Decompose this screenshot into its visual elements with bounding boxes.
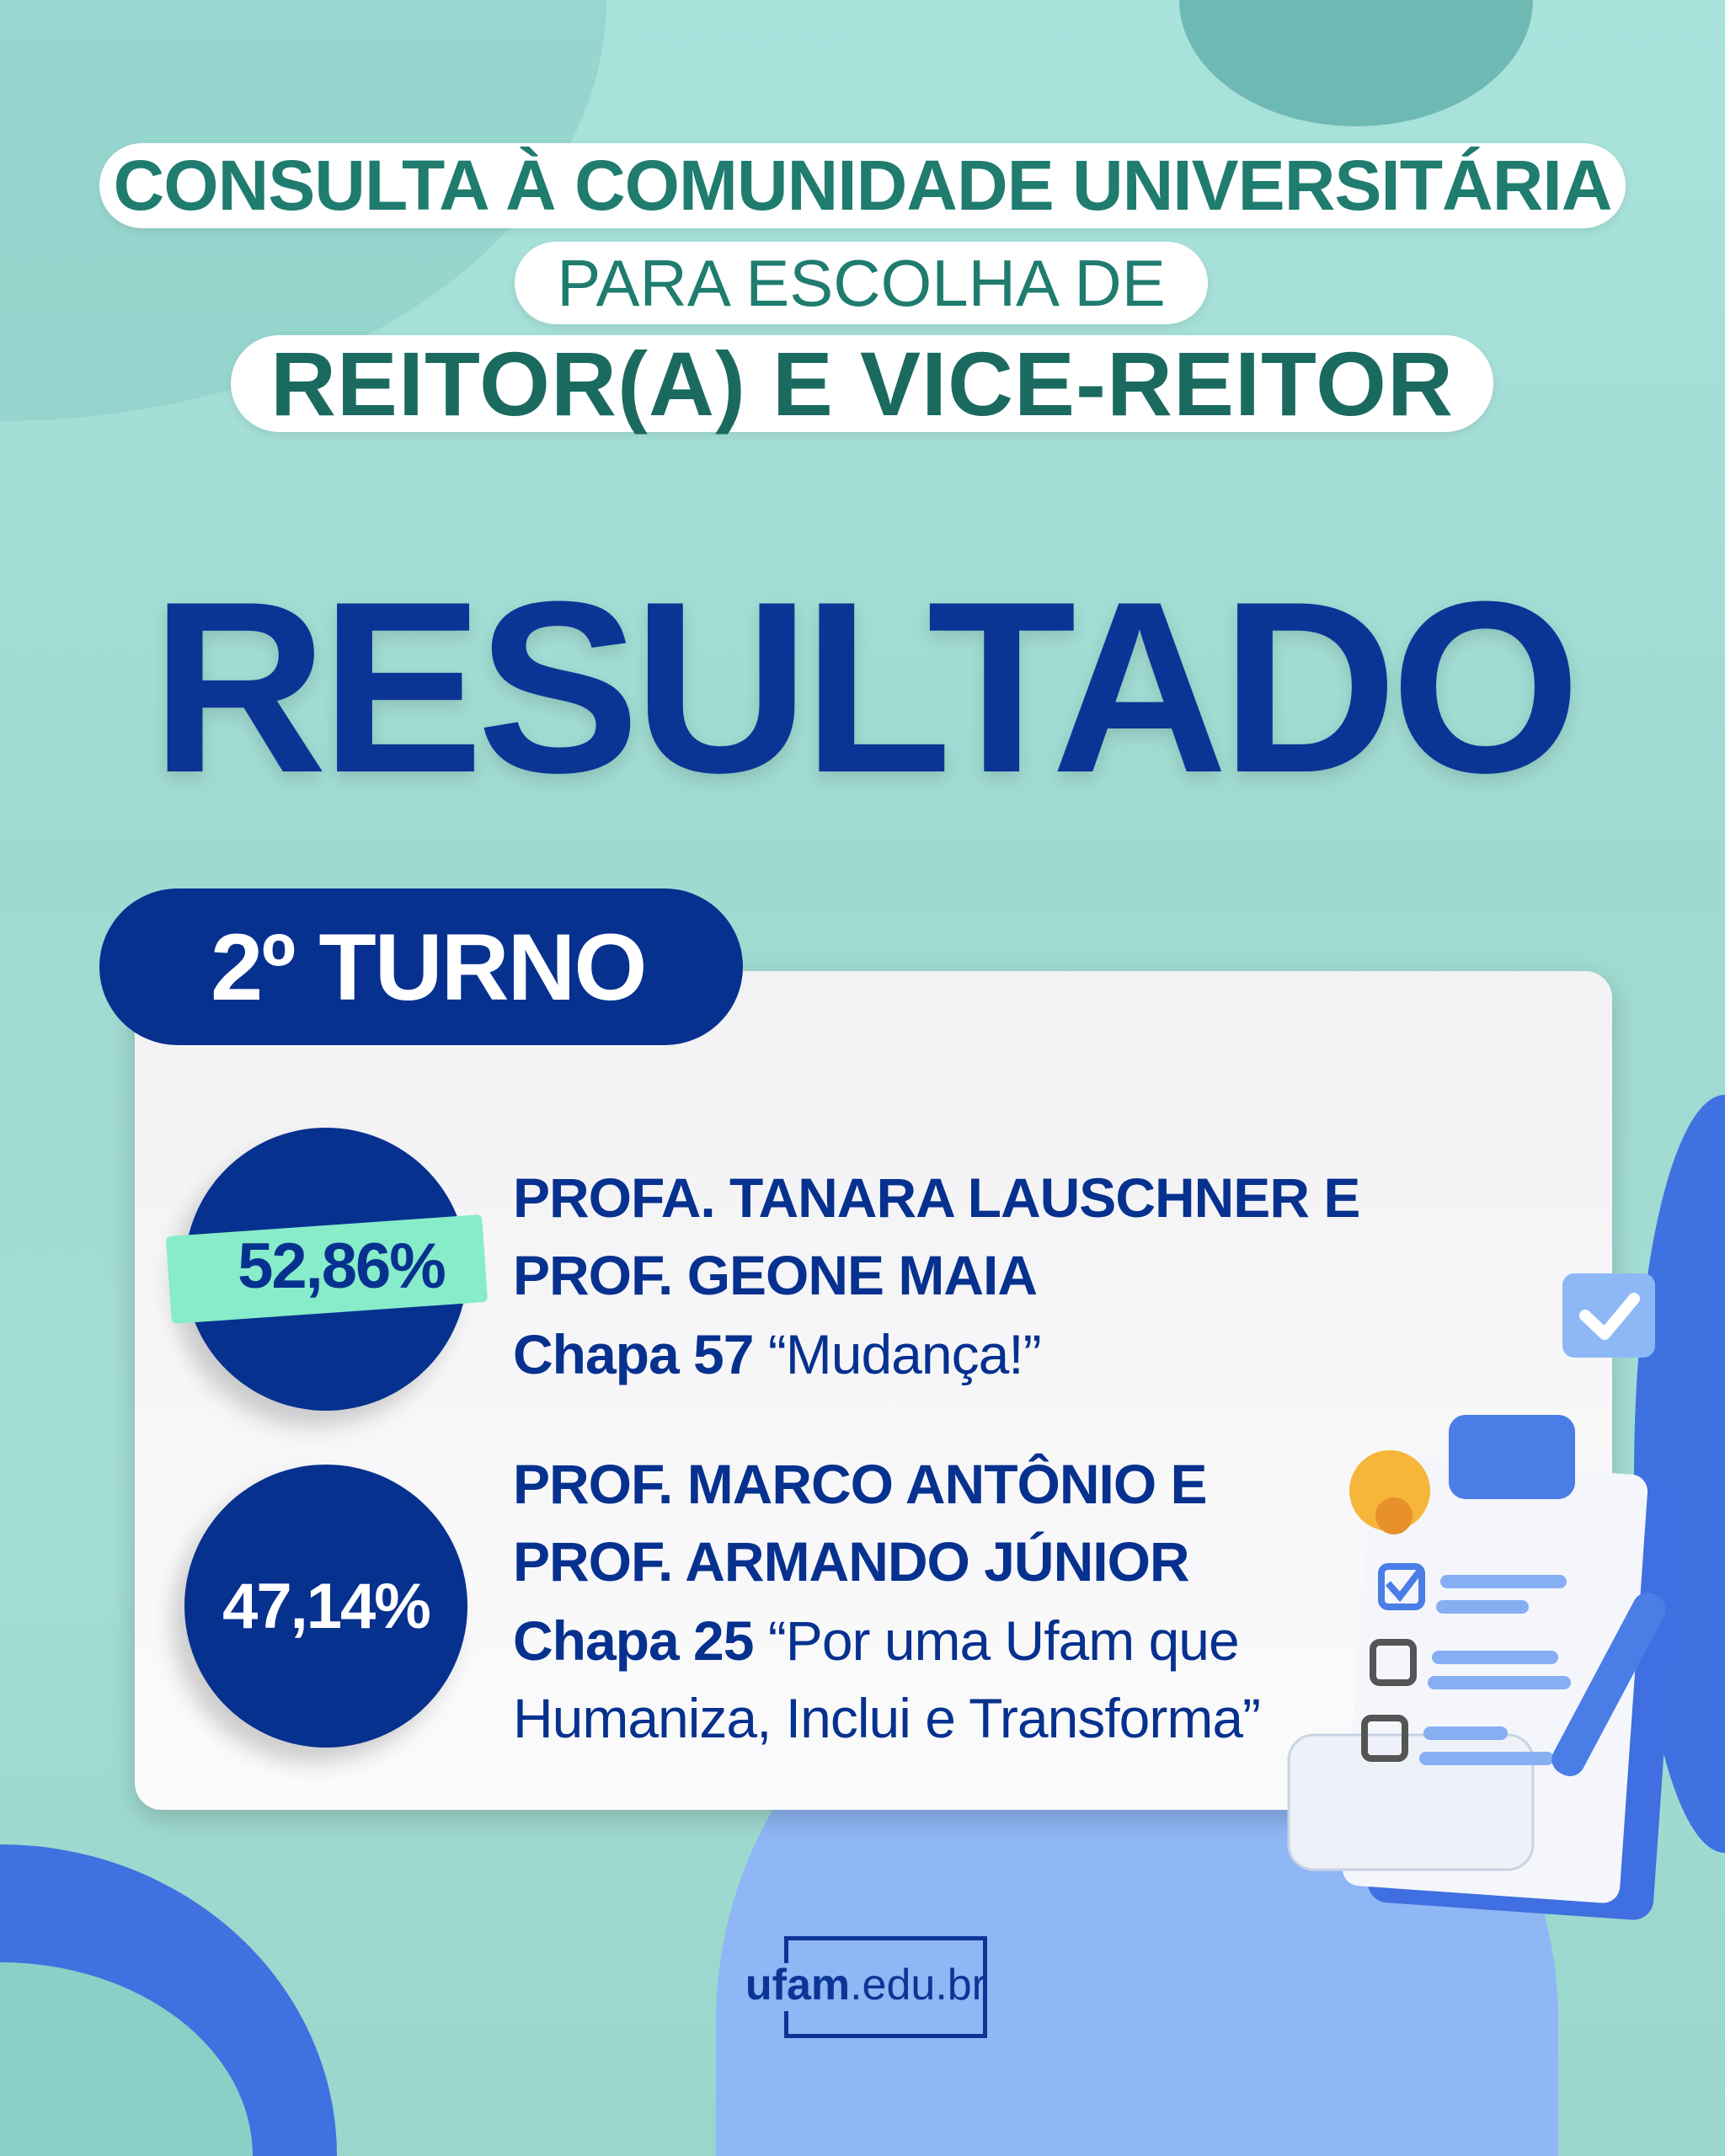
header-line-2: PARA ESCOLHA DE: [515, 242, 1208, 324]
header-line-3: REITOR(A) E VICE-REITOR: [231, 333, 1493, 435]
slogan: “Mudança!”: [767, 1323, 1042, 1385]
logo-bold: ufam: [745, 1961, 851, 2009]
bg-blob-topright: [1179, 0, 1533, 126]
logo-rest: .edu.br: [850, 1961, 986, 2009]
slogan: “Por uma Ufam que: [767, 1609, 1240, 1672]
candidate-1-names-1: PROFA. TANARA LAUSCHNER E: [513, 1166, 1360, 1229]
candidate-2-names-2: PROF. ARMANDO JÚNIOR: [513, 1530, 1190, 1593]
round-badge: 2º TURNO: [99, 889, 743, 1045]
percent-value-2: 47,14%: [222, 1570, 431, 1642]
candidate-2-slate: Chapa 25 “Por uma Ufam que: [513, 1609, 1240, 1673]
candidate-1-slate: Chapa 57 “Mudança!”: [513, 1322, 1042, 1386]
percent-value-1: 52,86%: [238, 1230, 446, 1302]
slate-number: Chapa 25: [513, 1609, 754, 1672]
logo-frame: [784, 1936, 987, 2038]
candidate-2-names-1: PROF. MARCO ANTÔNIO E: [513, 1453, 1208, 1515]
ufam-logo[interactable]: ufam.edu.br: [745, 1936, 987, 2038]
check-bubble-icon: [1562, 1273, 1655, 1358]
percent-circle-2: 47,14%: [184, 1465, 467, 1748]
slate-number: Chapa 57: [513, 1323, 754, 1385]
page-title: RESULTADO: [151, 551, 1580, 824]
candidate-1-names-2: PROF. GEONE MAIA: [513, 1244, 1038, 1306]
header-line-1: CONSULTA À COMUNIDADE UNIVERSITÁRIA: [99, 143, 1626, 228]
candidate-2-slogan-2: Humaniza, Inclui e Transforma”: [513, 1687, 1261, 1749]
clipboard-checklist-icon: [1287, 1273, 1682, 1920]
